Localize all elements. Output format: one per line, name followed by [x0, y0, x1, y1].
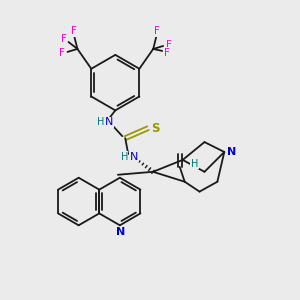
Text: H: H	[121, 152, 128, 162]
Text: S: S	[151, 122, 159, 135]
Text: N: N	[226, 147, 236, 157]
Text: H: H	[97, 117, 104, 127]
Text: N: N	[116, 227, 125, 237]
Text: F: F	[166, 40, 172, 50]
Text: F: F	[164, 48, 170, 58]
Text: F: F	[58, 48, 64, 58]
Text: H: H	[191, 159, 198, 169]
Text: F: F	[154, 26, 160, 36]
Text: N: N	[130, 152, 138, 162]
Text: F: F	[61, 34, 67, 44]
Text: F: F	[70, 26, 76, 36]
Text: N: N	[105, 117, 114, 127]
